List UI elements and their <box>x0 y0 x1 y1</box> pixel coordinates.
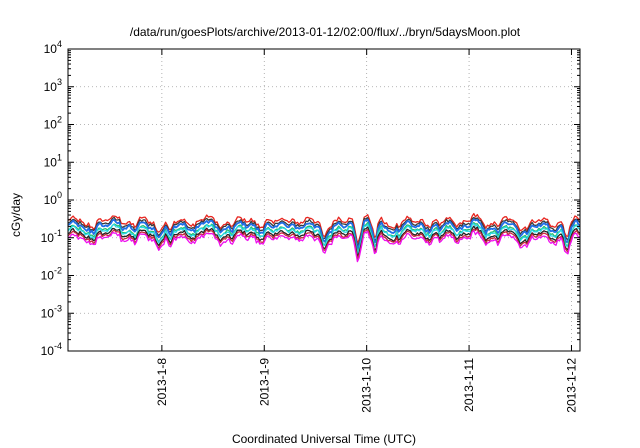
y-tick-label: 10-2 <box>41 266 62 283</box>
y-tick-label: 10-3 <box>41 303 62 320</box>
y-axis-label: cGy/day <box>9 193 23 237</box>
series-lines <box>67 212 581 263</box>
series-line <box>67 216 581 247</box>
series-line <box>67 230 581 263</box>
series-line <box>67 223 581 255</box>
series-line <box>67 212 581 244</box>
y-axis-tick-labels: 10-4 10-3 10-2 10-1 100 101 102 103 104 <box>41 39 62 358</box>
x-axis-label: Coordinated Universal Time (UTC) <box>232 432 416 446</box>
y-tick-label: 103 <box>44 77 62 94</box>
x-tick-label: 2013-1-8 <box>155 358 169 406</box>
grid <box>68 49 580 351</box>
series-line <box>67 218 581 251</box>
chart-title: /data/run/goesPlots/archive/2013-01-12/0… <box>130 25 521 39</box>
y-tick-label: 102 <box>44 115 62 132</box>
x-axis-tick-labels: 2013-1-8 2013-1-9 2013-1-10 2013-1-11 2013-1… <box>155 358 579 413</box>
x-tick-label: 2013-1-9 <box>257 358 271 406</box>
x-tick-label: 2013-1-11 <box>462 358 476 412</box>
x-tick-label: 2013-1-12 <box>564 358 578 413</box>
y-tick-label: 104 <box>44 39 62 56</box>
y-tick-label: 10-1 <box>41 228 62 245</box>
series-line <box>67 228 581 260</box>
y-tick-label: 101 <box>44 152 62 169</box>
y-tick-label: 100 <box>44 190 62 207</box>
x-tick-label: 2013-1-10 <box>360 358 374 413</box>
series-line <box>67 221 581 254</box>
series-line <box>67 225 581 257</box>
axis-ticks <box>68 48 580 352</box>
y-tick-label: 10-4 <box>41 341 62 358</box>
